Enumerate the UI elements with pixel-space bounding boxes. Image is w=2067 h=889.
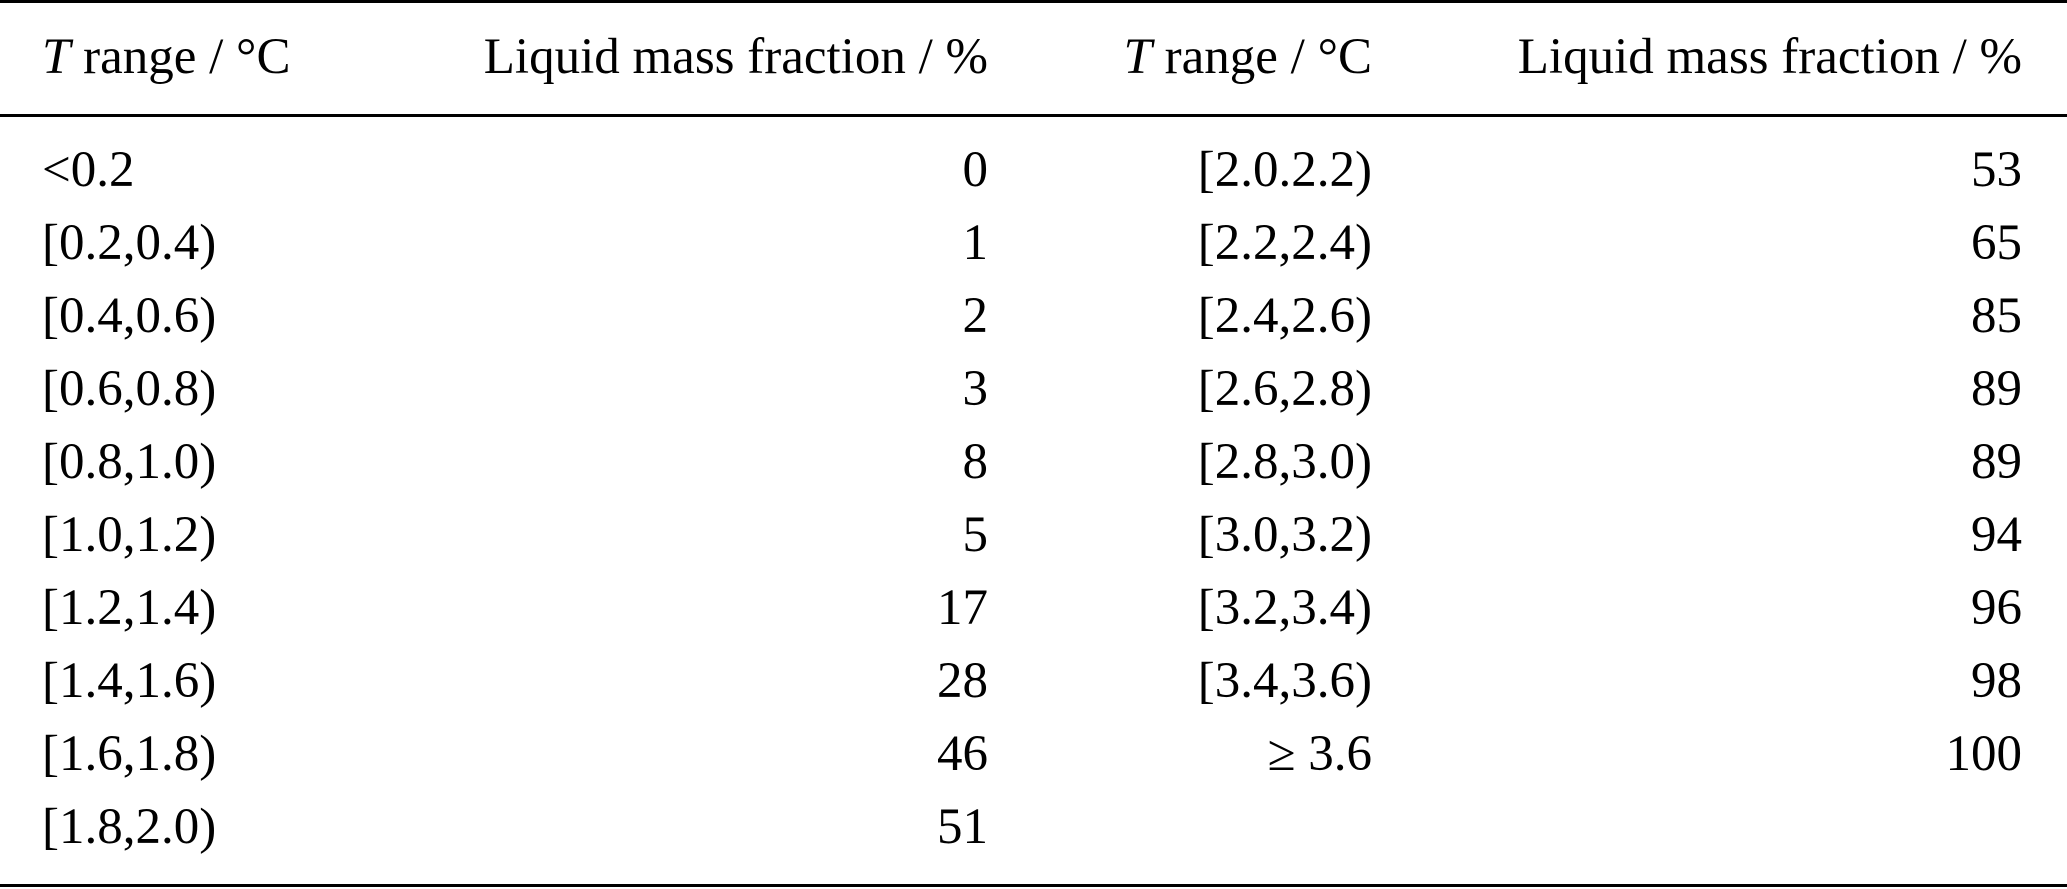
- t-range-cell: ≥ 3.6: [1267, 726, 1373, 782]
- liquid-fraction-cell: 89: [1971, 434, 2022, 490]
- table-header: T range / °C Liquid mass fraction / % T …: [0, 0, 2067, 114]
- t-range-cell: [3.4,3.6): [1197, 653, 1372, 709]
- liquid-fraction-cell: 0: [962, 142, 989, 198]
- t-range-cell: [0.4,0.6): [42, 288, 217, 344]
- t-range-cell: [0.6,0.8): [42, 361, 217, 417]
- table-row: [0.2,0.4) 1 [2.2,2.4) 65: [0, 207, 2067, 280]
- liquid-fraction-cell: 28: [937, 653, 988, 709]
- t-range-cell: [1.2,1.4): [42, 580, 217, 636]
- liquid-fraction-cell: 1: [962, 215, 989, 271]
- liquid-fraction-cell: 2: [962, 288, 989, 344]
- table-row: [0.4,0.6) 2 [2.4,2.6) 85: [0, 280, 2067, 353]
- liquid-fraction-cell: 98: [1971, 653, 2022, 709]
- table-row: [0.8,1.0) 8 [2.8,3.0) 89: [0, 426, 2067, 499]
- header-t-range-2: T range / °C: [1123, 29, 1372, 85]
- header-t-range-1: T range / °C: [42, 29, 291, 85]
- liquid-fraction-table: T range / °C Liquid mass fraction / % T …: [0, 0, 2067, 864]
- t-range-cell: [3.0,3.2): [1197, 507, 1372, 563]
- t-range-cell: [1000, 791, 1372, 864]
- t-range-cell: <0.2: [42, 142, 135, 198]
- table-body: <0.2 0 [2.0.2.2) 53 [0.2,0.4) 1 [2.2,2.4…: [0, 114, 2067, 864]
- header-liquid-fraction-2: Liquid mass fraction / %: [1517, 29, 2022, 85]
- header-row: T range / °C Liquid mass fraction / % T …: [0, 0, 2067, 114]
- liquid-fraction-cell: 96: [1971, 580, 2022, 636]
- liquid-fraction-cell: 89: [1971, 361, 2022, 417]
- liquid-fraction-cell: 3: [962, 361, 989, 417]
- t-range-cell: [1.6,1.8): [42, 726, 217, 782]
- liquid-fraction-cell: 17: [937, 580, 988, 636]
- liquid-fraction-cell: 53: [1971, 142, 2022, 198]
- table-row: [1.4,1.6) 28 [3.4,3.6) 98: [0, 645, 2067, 718]
- liquid-fraction-cell: 8: [962, 434, 989, 490]
- t-range-cell: [3.2,3.4): [1197, 580, 1372, 636]
- t-range-cell: [1.4,1.6): [42, 653, 217, 709]
- liquid-fraction-cell: 100: [1945, 726, 2023, 782]
- liquid-fraction-cell: 51: [937, 799, 988, 855]
- header-liquid-fraction-1: Liquid mass fraction / %: [483, 29, 988, 85]
- liquid-fraction-cell: [1372, 791, 2067, 864]
- liquid-fraction-cell: 94: [1971, 507, 2022, 563]
- t-range-cell: [2.4,2.6): [1197, 288, 1372, 344]
- bottom-rule: [0, 884, 2067, 887]
- t-range-cell: [2.0.2.2): [1197, 142, 1372, 198]
- liquid-fraction-cell: 85: [1971, 288, 2022, 344]
- liquid-fraction-cell: 65: [1971, 215, 2022, 271]
- table-row: <0.2 0 [2.0.2.2) 53: [0, 114, 2067, 207]
- table-row: [1.8,2.0) 51: [0, 791, 2067, 864]
- t-range-cell: [1.0,1.2): [42, 507, 217, 563]
- t-range-cell: [0.8,1.0): [42, 434, 217, 490]
- t-range-cell: [0.2,0.4): [42, 215, 217, 271]
- table-row: [0.6,0.8) 3 [2.6,2.8) 89: [0, 353, 2067, 426]
- liquid-fraction-cell: 5: [962, 507, 989, 563]
- liquid-fraction-cell: 46: [937, 726, 988, 782]
- t-range-cell: [2.8,3.0): [1197, 434, 1372, 490]
- header-rule: [0, 114, 2067, 117]
- table-row: [1.2,1.4) 17 [3.2,3.4) 96: [0, 572, 2067, 645]
- table-row: [1.0,1.2) 5 [3.0,3.2) 94: [0, 499, 2067, 572]
- table-row: [1.6,1.8) 46 ≥ 3.6 100: [0, 718, 2067, 791]
- top-rule: [0, 0, 2067, 3]
- t-range-cell: [2.2,2.4): [1197, 215, 1372, 271]
- t-range-cell: [1.8,2.0): [42, 799, 217, 855]
- t-range-cell: [2.6,2.8): [1197, 361, 1372, 417]
